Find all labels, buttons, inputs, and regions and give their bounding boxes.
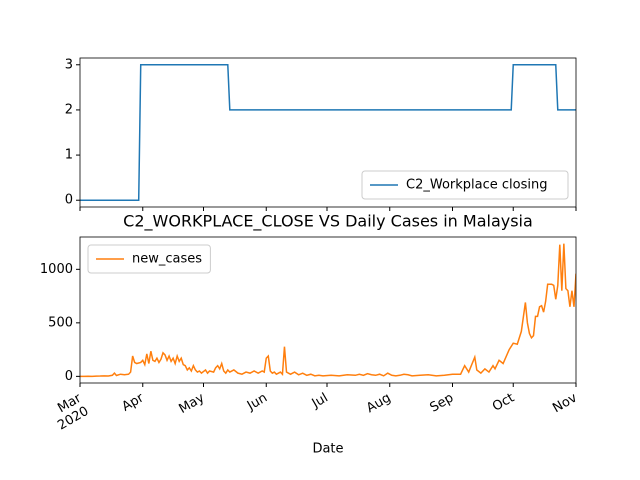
data-line [80, 64, 576, 201]
x-tick-label: Mar2020 [48, 390, 92, 433]
legend-label: new_cases [132, 252, 202, 267]
y-tick-label: 500 [48, 315, 73, 330]
axes-frame [79, 236, 577, 384]
legend-box [87, 244, 211, 274]
x-tick-label: Nov [550, 390, 580, 416]
y-tick-label: 1 [65, 148, 73, 163]
x-tick-label: Jun [244, 391, 270, 415]
x-tick-label: Aug [364, 391, 393, 417]
legend-label: C2_Workplace closing [406, 178, 547, 193]
y-tick-label: 1000 [40, 262, 73, 277]
x-axis-label: Date [312, 442, 343, 457]
axes-frame [79, 57, 577, 208]
y-tick-label: 3 [65, 57, 73, 72]
data-line [80, 243, 576, 378]
x-tick-label: Oct [490, 391, 517, 415]
x-tick-label: May [176, 390, 207, 417]
x-tick-label: Jul [309, 391, 331, 412]
y-tick-label: 0 [65, 193, 73, 208]
x-tick-label: Sep [428, 391, 457, 416]
y-tick-label: 0 [65, 369, 73, 384]
x-tick-label: Apr [120, 390, 148, 415]
legend-box [361, 170, 569, 200]
chart-title: C2_WORKPLACE_CLOSE VS Daily Cases in Mal… [123, 212, 533, 232]
y-tick-label: 2 [65, 102, 73, 117]
